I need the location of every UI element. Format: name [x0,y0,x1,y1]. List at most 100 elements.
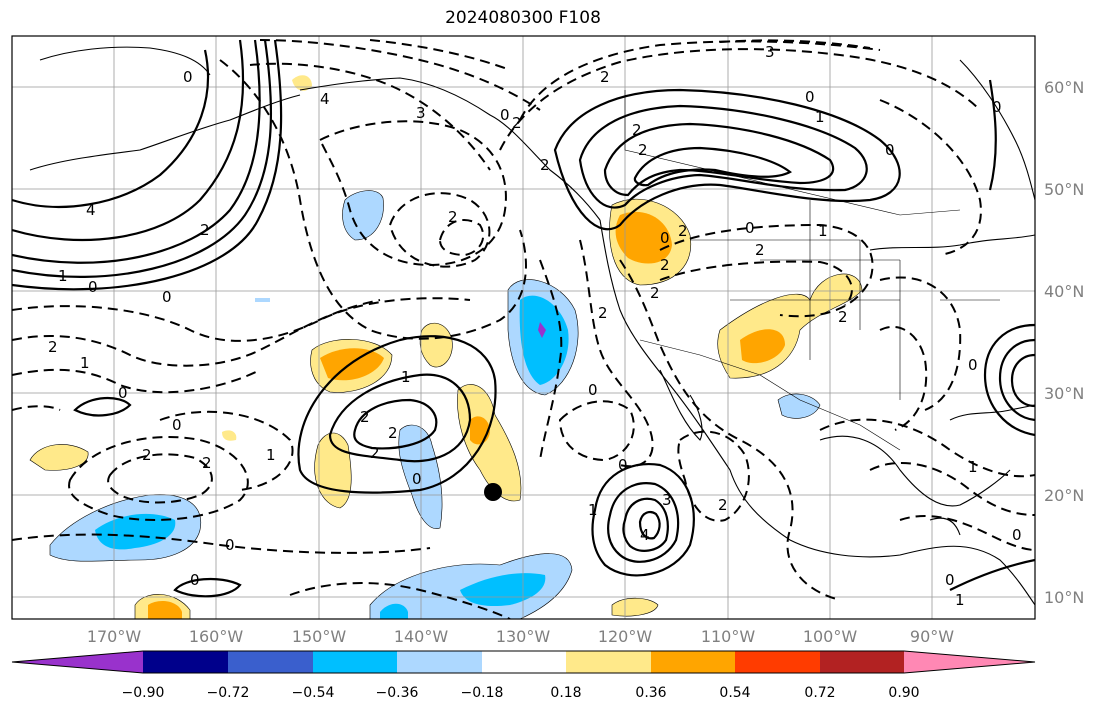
contour-label: 2 [660,256,670,274]
contour-label: 0 [118,384,128,402]
colorbar-segment [12,651,143,673]
contour-label: 0 [588,381,598,399]
contour-label: 0 [412,470,422,488]
lat-label: 60°N [1044,78,1084,97]
colorbar-label: −0.54 [292,685,335,701]
colorbar [11,650,1036,674]
political-borders [624,90,1000,451]
contour-label: 2 [678,222,688,240]
contour-label: 0 [190,571,200,589]
contour-label: 1 [266,446,276,464]
contour-label: 0 [660,229,670,247]
contour-label: 4 [320,90,330,108]
colorbar-labels: −0.90 −0.72 −0.54 −0.36 −0.18 0.18 0.36 … [122,685,920,701]
colorbar-label: 0.90 [888,685,919,701]
contour-label: 0 [618,456,628,474]
contour-label: 2 [632,121,642,139]
contour-label: 2 [755,241,765,259]
contour-label: 0 [172,416,182,434]
contours-dashed [12,39,1035,619]
colorbar-segment [566,651,651,673]
contour-label: 1 [815,108,825,126]
contour-label: 2 [360,408,370,426]
contour-label: 0 [162,288,172,306]
contour-label: 2 [718,496,728,514]
colorbar-label: 0.18 [550,685,581,701]
contour-label: 0 [500,106,510,124]
contour-label: 3 [765,43,775,61]
colorbar-label: 0.72 [804,685,835,701]
contour-label: 1 [968,458,978,476]
lon-label: 120°W [598,627,653,646]
lon-label: 170°W [87,627,142,646]
lon-label: 160°W [189,627,244,646]
contour-label: 0 [968,356,978,374]
contour-label: 2 [200,221,210,239]
contour-label: 1 [955,591,965,609]
lat-label: 30°N [1044,384,1084,403]
colorbar-segment [651,651,735,673]
contour-label: 1 [58,267,68,285]
contour-label: 4 [86,201,96,219]
lon-label: 140°W [394,627,449,646]
contour-label: 2 [142,446,152,464]
lon-label: 110°W [701,627,756,646]
contour-label: 0 [805,88,815,106]
map-title: 2024080300 F108 [445,8,601,28]
coastlines [29,46,1035,606]
contour-label: 4 [640,526,650,544]
contour-label: 3 [416,104,426,122]
contour-label: 2 [540,156,550,174]
colorbar-label: 0.36 [635,685,666,701]
map-area: 0 4 1 0 0 2 1 0 0 2 2 1 2 2 0 2 2 4 3 2 … [12,36,1035,619]
contour-label: 2 [370,444,380,462]
contour-label: 0 [945,571,955,589]
colorbar-segment [228,651,313,673]
contour-labels: 0 4 1 0 0 2 1 0 0 2 2 1 2 2 0 2 2 4 3 2 … [48,43,1022,609]
colorbar-segment [143,651,228,673]
colorbar-label: 0.54 [719,685,750,701]
colorbar-label: −0.36 [376,685,419,701]
lat-label: 10°N [1044,588,1084,607]
colorbar-label: −0.18 [461,685,504,701]
colorbar-segment [397,651,482,673]
lon-label: 130°W [496,627,551,646]
contour-label: 0 [1012,526,1022,544]
contour-label: 1 [80,354,90,372]
lat-label: 20°N [1044,486,1084,505]
colorbar-label: −0.72 [207,685,250,701]
contour-label: 2 [598,304,608,322]
contour-label: 2 [650,284,660,302]
lat-label: 50°N [1044,180,1084,199]
contour-label: 0 [88,278,98,296]
colorbar-segment [904,651,1035,673]
contour-label: 2 [512,114,522,132]
colorbar-segment [482,651,566,673]
contour-label: 1 [818,222,828,240]
contour-label: 0 [225,536,235,554]
contour-label: 3 [662,491,672,509]
contour-label: 0 [183,68,193,86]
lat-label: 40°N [1044,282,1084,301]
shading-negative [49,190,821,619]
contour-label: 2 [600,68,610,86]
contour-label: 0 [885,141,895,159]
colorbar-outline [11,650,1036,674]
lon-label: 150°W [292,627,347,646]
lon-label: 90°W [910,627,954,646]
location-marker [484,483,502,501]
map-frame [11,35,1036,620]
lon-label: 100°W [803,627,858,646]
gridlines [12,36,1035,619]
contour-label: 2 [388,424,398,442]
colorbar-segment [735,651,820,673]
contour-label: 2 [448,208,458,226]
contour-label: 0 [745,219,755,237]
colorbar-segment [313,651,397,673]
contour-label: 2 [638,141,648,159]
contour-label: 2 [838,308,848,326]
contours-solid [12,39,1035,598]
latitude-labels: 60°N 50°N 40°N 30°N 20°N 10°N [1044,78,1084,607]
colorbar-segment [820,651,904,673]
